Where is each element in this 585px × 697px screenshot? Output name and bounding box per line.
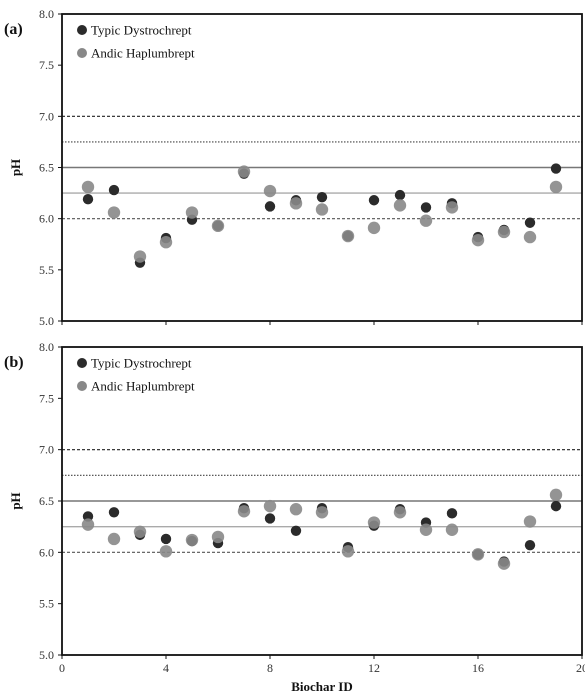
- data-point: [445, 523, 459, 536]
- x-tick-label: 20: [576, 661, 585, 675]
- data-point: [264, 201, 276, 212]
- data-point: [549, 488, 563, 502]
- data-point: [289, 197, 303, 210]
- data-point: [367, 516, 381, 529]
- data-point: [264, 513, 276, 524]
- y-tick-label: 5.5: [39, 263, 54, 277]
- data-point: [446, 508, 458, 519]
- x-axis-title: Biochar ID: [291, 679, 353, 694]
- data-point: [471, 233, 485, 247]
- panel-label: (b): [4, 354, 24, 371]
- y-tick-label: 6.0: [39, 212, 54, 226]
- data-point: [523, 515, 537, 528]
- y-tick-label: 6.5: [39, 494, 54, 508]
- data-point: [394, 189, 406, 201]
- data-point: [316, 191, 328, 203]
- data-point: [290, 525, 302, 536]
- legend-marker: [77, 25, 87, 35]
- legend-label: Andic Haplumbrept: [91, 379, 195, 394]
- x-tick-label: 8: [267, 661, 273, 675]
- y-tick-label: 7.0: [39, 443, 54, 457]
- data-point: [393, 199, 407, 212]
- data-point: [81, 180, 95, 194]
- data-point: [367, 221, 381, 235]
- data-point: [341, 545, 355, 558]
- data-point: [185, 206, 199, 219]
- legend-marker: [77, 358, 87, 368]
- y-tick-label: 7.5: [39, 58, 54, 72]
- y-tick-label: 5.5: [39, 597, 54, 611]
- data-point: [133, 525, 147, 538]
- data-point: [497, 225, 511, 239]
- data-point: [524, 539, 536, 551]
- y-axis-title: pH: [8, 159, 23, 176]
- data-point: [550, 500, 562, 512]
- data-point: [108, 507, 120, 518]
- data-point: [159, 236, 173, 249]
- legend-label: Andic Haplumbrept: [91, 46, 195, 61]
- x-tick-label: 16: [472, 661, 484, 675]
- legend-marker: [77, 381, 87, 391]
- data-point: [523, 230, 537, 244]
- legend-label: Typic Dystrochrept: [91, 356, 192, 371]
- data-point: [211, 530, 225, 544]
- data-point: [549, 180, 563, 194]
- data-point: [160, 533, 172, 545]
- x-tick-label: 12: [368, 661, 380, 675]
- data-point: [107, 532, 121, 546]
- data-point: [82, 194, 94, 205]
- data-point: [81, 518, 95, 531]
- data-point: [315, 506, 329, 519]
- data-point: [393, 506, 407, 519]
- chart-panel-b: 5.0 5.5 6.0 6.5 7.0 7.5 8.0 0 4 8 12 16 20 pH Biochar …: [4, 340, 585, 694]
- data-point: [445, 201, 459, 214]
- data-point: [185, 533, 199, 547]
- data-point: [133, 250, 147, 263]
- data-point: [419, 523, 433, 536]
- y-tick-label: 5.0: [39, 314, 54, 328]
- data-point: [237, 505, 251, 518]
- y-tick-label: 8.0: [39, 340, 54, 354]
- data-point: [368, 195, 380, 206]
- y-axis-title: pH: [8, 492, 23, 509]
- data-point: [471, 548, 485, 561]
- data-point: [107, 206, 121, 219]
- data-point: [263, 499, 277, 513]
- data-point: [108, 184, 120, 196]
- data-point: [263, 184, 277, 198]
- chart-panel-a: 5.0 5.5 6.0 6.5 7.0 7.5 8.0 pH (a) Typic Dystroch…: [4, 7, 583, 328]
- data-point: [524, 217, 536, 228]
- y-tick-label: 5.0: [39, 648, 54, 662]
- data-point: [550, 163, 562, 174]
- y-tick-label: 6.0: [39, 545, 54, 559]
- panel-label: (a): [4, 21, 23, 38]
- data-point: [289, 503, 303, 516]
- data-point: [497, 557, 511, 570]
- x-tick-label: 4: [163, 661, 169, 675]
- data-point: [420, 202, 432, 213]
- data-point: [237, 165, 251, 178]
- data-point: [419, 214, 433, 227]
- x-tick-label: 0: [59, 661, 65, 675]
- data-point: [159, 545, 173, 558]
- legend-marker: [77, 48, 87, 58]
- y-tick-label: 7.5: [39, 391, 54, 405]
- y-tick-label: 7.0: [39, 109, 54, 123]
- y-tick-label: 8.0: [39, 7, 54, 21]
- data-point: [211, 219, 225, 233]
- y-tick-label: 6.5: [39, 161, 54, 175]
- data-point: [315, 203, 329, 216]
- data-point: [341, 229, 355, 243]
- legend-label: Typic Dystrochrept: [91, 23, 192, 38]
